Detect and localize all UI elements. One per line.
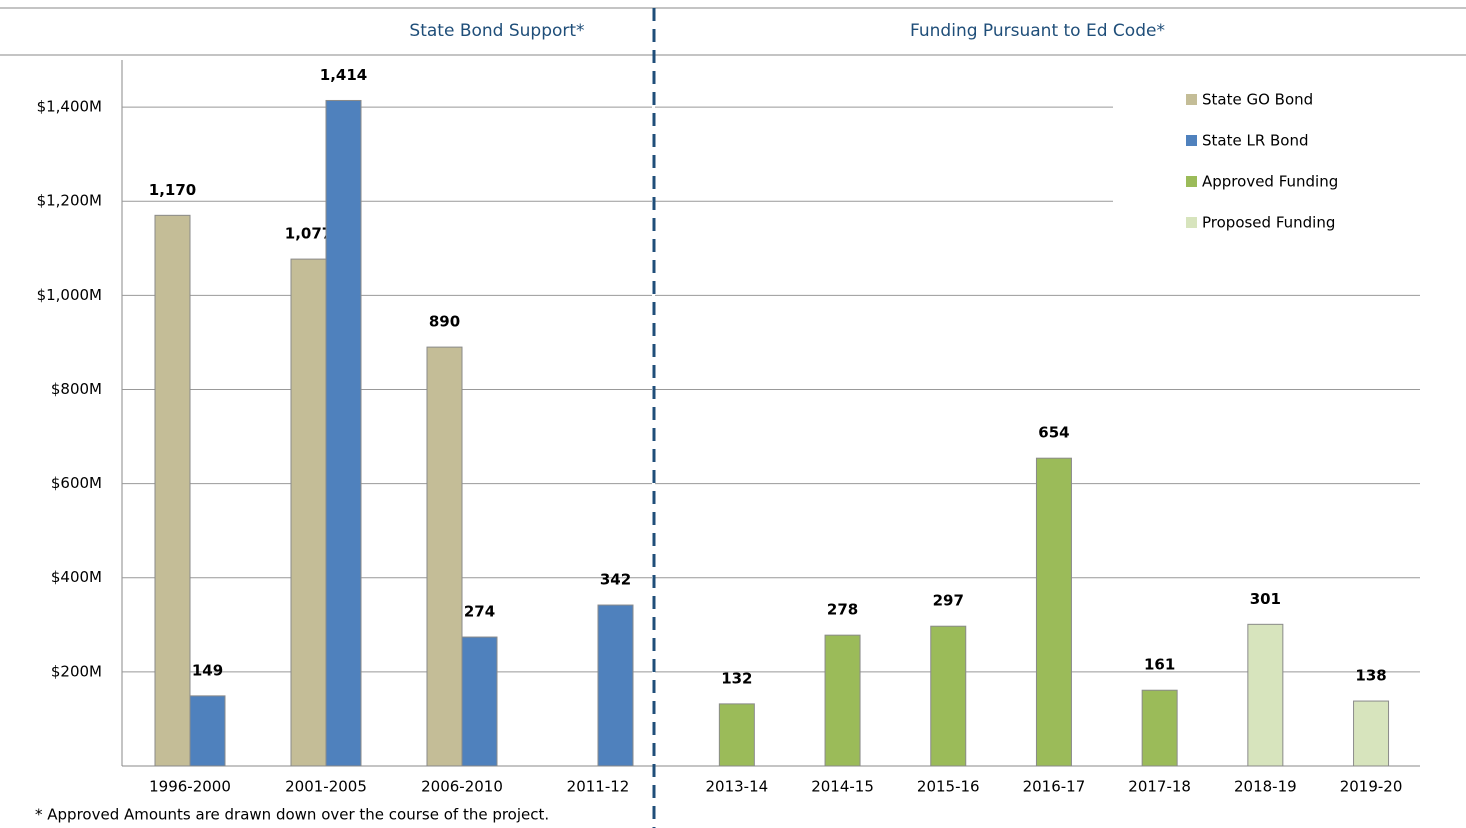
bar xyxy=(1353,700,1390,767)
legend-label: Proposed Funding xyxy=(1202,214,1335,232)
value-label: 149 xyxy=(192,661,223,679)
x-tick-label: 2019-20 xyxy=(1340,778,1403,796)
y-tick-label: $200M xyxy=(51,662,102,680)
y-tick-label: $1,400M xyxy=(37,98,102,116)
legend-label: State LR Bond xyxy=(1202,132,1309,150)
panel-header: Funding Pursuant to Ed Code* xyxy=(910,21,1165,41)
legend-label: State GO Bond xyxy=(1202,91,1313,109)
legend-background xyxy=(1113,75,1420,245)
value-label: 1,414 xyxy=(320,66,367,84)
legend-swatch xyxy=(1186,135,1197,146)
y-tick-label: $400M xyxy=(51,568,102,586)
bar xyxy=(597,604,634,767)
legend-swatch xyxy=(1186,176,1197,187)
x-tick-label: 2018-19 xyxy=(1234,778,1297,796)
value-label: 274 xyxy=(464,603,495,621)
value-label: 342 xyxy=(600,571,631,589)
value-label: 132 xyxy=(721,669,752,687)
value-label: 890 xyxy=(429,313,460,331)
bar xyxy=(824,634,861,767)
x-tick-label: 2001-2005 xyxy=(285,778,367,796)
legend-swatch xyxy=(1186,94,1197,105)
value-label: 1,170 xyxy=(149,181,196,199)
x-tick-label: 2006-2010 xyxy=(421,778,503,796)
y-tick-label: $1,000M xyxy=(37,286,102,304)
bar xyxy=(426,346,463,767)
x-tick-label: 2013-14 xyxy=(706,778,769,796)
bar xyxy=(154,214,191,767)
value-label: 161 xyxy=(1144,656,1175,674)
panel-header: State Bond Support* xyxy=(409,21,584,41)
value-label: 278 xyxy=(827,601,858,619)
x-tick-label: 2016-17 xyxy=(1023,778,1086,796)
y-tick-label: $800M xyxy=(51,380,102,398)
bar xyxy=(290,258,327,767)
x-tick-label: 2015-16 xyxy=(917,778,980,796)
value-label: 1,077 xyxy=(285,225,332,243)
x-tick-label: 2017-18 xyxy=(1128,778,1191,796)
y-tick-label: $600M xyxy=(51,474,102,492)
value-label: 301 xyxy=(1250,590,1281,608)
x-tick-label: 2014-15 xyxy=(811,778,874,796)
legend-swatch xyxy=(1186,217,1197,228)
bar xyxy=(1035,457,1072,767)
bar xyxy=(189,695,226,767)
value-label: 654 xyxy=(1038,424,1069,442)
bar xyxy=(930,625,967,767)
x-tick-label: 1996-2000 xyxy=(149,778,231,796)
bar xyxy=(1141,689,1178,767)
x-tick-label: 2011-12 xyxy=(567,778,630,796)
footnote: * Approved Amounts are drawn down over t… xyxy=(35,806,549,824)
legend-label: Approved Funding xyxy=(1202,173,1338,191)
bar xyxy=(718,703,755,767)
bar xyxy=(325,99,362,767)
y-tick-label: $1,200M xyxy=(37,192,102,210)
value-label: 138 xyxy=(1355,667,1386,685)
value-label: 297 xyxy=(933,592,964,610)
bar xyxy=(1247,623,1284,767)
bar xyxy=(461,636,498,767)
